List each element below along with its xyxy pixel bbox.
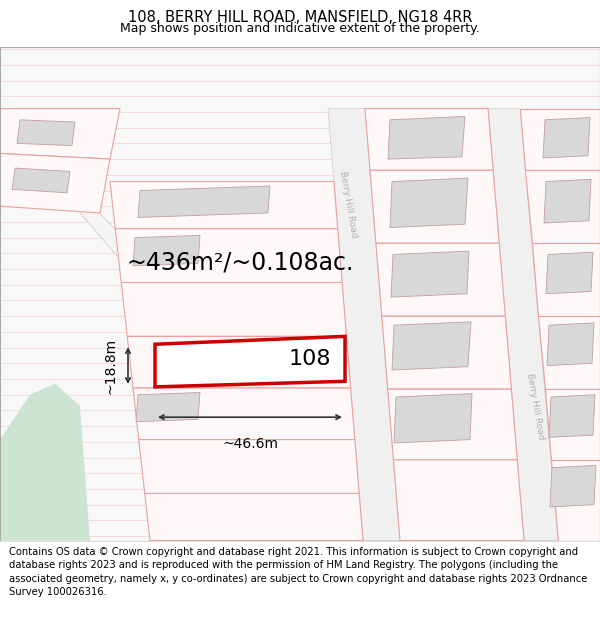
Polygon shape (0, 109, 155, 282)
Polygon shape (138, 186, 270, 218)
Polygon shape (0, 384, 90, 541)
Polygon shape (139, 439, 359, 494)
Polygon shape (538, 316, 600, 389)
Polygon shape (526, 170, 600, 243)
Polygon shape (370, 170, 499, 243)
Polygon shape (0, 109, 120, 159)
Text: 108, BERRY HILL ROAD, MANSFIELD, NG18 4RR: 108, BERRY HILL ROAD, MANSFIELD, NG18 4R… (128, 10, 472, 25)
Polygon shape (550, 466, 596, 507)
Polygon shape (115, 229, 342, 282)
Text: Contains OS data © Crown copyright and database right 2021. This information is : Contains OS data © Crown copyright and d… (9, 546, 587, 598)
Polygon shape (110, 181, 338, 229)
Polygon shape (17, 120, 75, 146)
Polygon shape (388, 389, 517, 460)
Polygon shape (547, 323, 594, 366)
Polygon shape (394, 394, 472, 443)
Polygon shape (394, 460, 524, 541)
Text: 108: 108 (289, 349, 331, 369)
Polygon shape (532, 243, 600, 316)
Polygon shape (544, 179, 591, 223)
Polygon shape (365, 109, 493, 170)
Polygon shape (133, 236, 200, 266)
Polygon shape (520, 109, 600, 170)
Polygon shape (388, 116, 465, 159)
Polygon shape (0, 154, 110, 213)
Polygon shape (543, 118, 590, 158)
Polygon shape (549, 395, 595, 438)
Polygon shape (551, 460, 600, 541)
Polygon shape (127, 336, 350, 388)
Polygon shape (382, 316, 511, 389)
Polygon shape (546, 253, 593, 294)
Polygon shape (328, 109, 400, 541)
Text: ~46.6m: ~46.6m (222, 438, 278, 451)
Polygon shape (545, 389, 600, 460)
Polygon shape (488, 109, 558, 541)
Text: ~436m²/~0.108ac.: ~436m²/~0.108ac. (127, 251, 353, 274)
Polygon shape (155, 336, 345, 387)
Polygon shape (145, 494, 363, 541)
Text: Map shows position and indicative extent of the property.: Map shows position and indicative extent… (120, 22, 480, 35)
Text: Berry Hill Road: Berry Hill Road (525, 372, 545, 440)
Polygon shape (133, 388, 355, 439)
Polygon shape (392, 322, 471, 370)
Polygon shape (391, 251, 469, 297)
Text: ~18.8m: ~18.8m (103, 338, 117, 394)
Polygon shape (390, 178, 468, 227)
Polygon shape (12, 168, 70, 192)
Polygon shape (376, 243, 505, 316)
Text: Berry Hill Road: Berry Hill Road (338, 170, 358, 238)
Polygon shape (121, 282, 346, 336)
Polygon shape (136, 392, 200, 422)
